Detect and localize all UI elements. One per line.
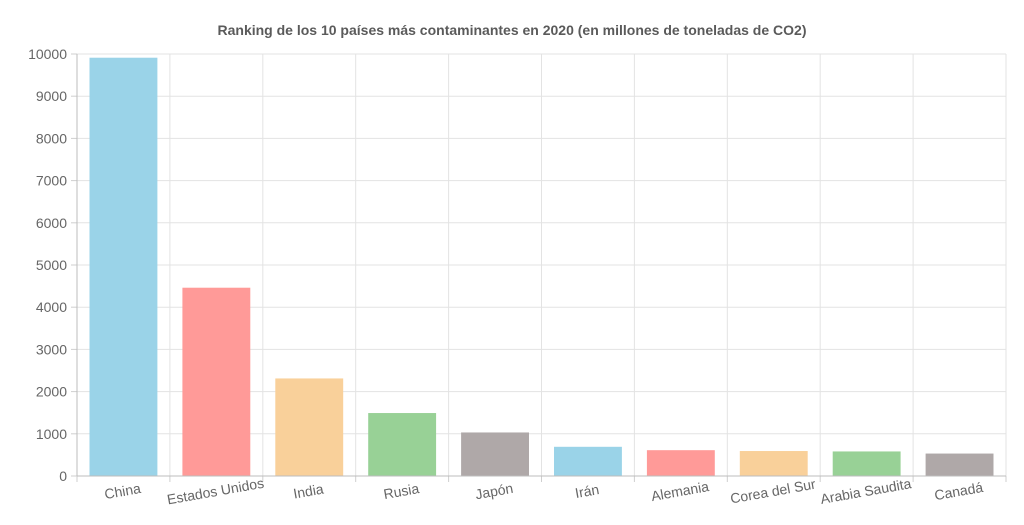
y-tick-label: 5000 [36,257,67,273]
y-tick-label: 1000 [36,426,67,442]
y-tick-label: 8000 [36,130,67,146]
y-tick-label: 9000 [36,88,67,104]
bar [368,413,437,477]
x-tick-label: India [292,481,325,502]
bar [461,432,529,477]
x-tick-label: China [103,480,142,502]
y-tick-label: 6000 [36,215,67,231]
bar [832,451,901,477]
chart-title: Ranking de los 10 países más contaminant… [217,22,807,38]
y-tick-label: 7000 [36,173,67,189]
bars-layer [89,57,994,477]
x-tick-label: Alemania [650,478,710,504]
bar [739,451,808,477]
y-tick-label: 3000 [36,341,67,357]
bar [89,57,158,477]
x-tick-label: Rusia [382,480,420,502]
x-tick-label: Irán [574,481,601,501]
bar [925,453,994,477]
bar [646,450,715,477]
y-tick-label: 4000 [36,299,67,315]
y-tick-label: 0 [59,468,67,484]
x-tick-label: Canadá [933,479,984,503]
x-tick-label: Japón [474,480,514,502]
x-tick-label: Estados Unidos [166,475,265,508]
y-tick-label: 10000 [28,46,67,62]
bar [182,287,251,477]
y-tick-label: 2000 [36,384,67,400]
x-tick-label: Arabia Saudita [819,475,912,507]
bar [554,446,622,477]
bar [275,378,344,477]
x-tick-label: Corea del Sur [729,476,817,507]
